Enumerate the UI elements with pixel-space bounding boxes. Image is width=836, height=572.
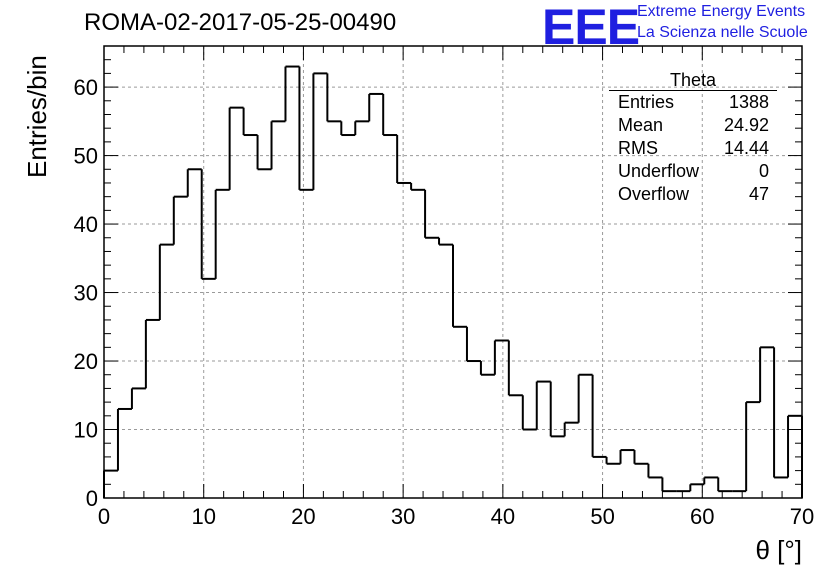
stats-box: Theta Entries 1388 Mean 24.92 RMS 14.44 … xyxy=(609,70,777,206)
tick-marks xyxy=(103,45,803,499)
stats-title: Theta xyxy=(609,70,777,91)
stats-label: Mean xyxy=(618,115,664,135)
eee-logo: EEE xyxy=(542,0,640,55)
x-tick-label: 20 xyxy=(291,504,315,529)
plot-frame xyxy=(103,45,803,499)
stats-value: 24.92 xyxy=(723,115,769,135)
logo-line-1: Extreme Energy Events xyxy=(637,3,806,20)
chart-title: ROMA-02-2017-05-25-00490 xyxy=(84,9,397,36)
x-tick-label: 10 xyxy=(191,504,215,529)
x-axis-label: θ [°] xyxy=(755,535,802,565)
x-tick-label: 40 xyxy=(491,504,515,529)
stats-label: Underflow xyxy=(618,161,700,181)
stats-value: 14.44 xyxy=(723,138,769,158)
y-tick-label: 0 xyxy=(86,486,98,511)
stats-row-entries: Entries 1388 xyxy=(609,91,777,114)
y-axis-label: Entries/bin xyxy=(22,55,52,178)
tick-labels: 0 10 20 30 40 50 60 70 0 10 20 30 40 50 60 xyxy=(74,75,815,529)
stats-row-mean: Mean 24.92 xyxy=(609,114,777,137)
stats-value: 1388 xyxy=(728,92,769,112)
stats-value: 47 xyxy=(748,184,769,204)
y-tick-label: 60 xyxy=(74,75,98,100)
x-tick-label: 60 xyxy=(690,504,714,529)
stats-label: Overflow xyxy=(618,184,690,204)
stats-row-rms: RMS 14.44 xyxy=(609,137,777,160)
y-tick-label: 10 xyxy=(74,418,98,443)
x-tick-label: 0 xyxy=(98,504,110,529)
stats-label: RMS xyxy=(618,138,658,158)
stats-row-underflow: Underflow 0 xyxy=(609,160,777,183)
x-tick-label: 50 xyxy=(590,504,614,529)
x-tick-label: 70 xyxy=(790,504,814,529)
stats-row-overflow: Overflow 47 xyxy=(609,183,777,206)
y-tick-label: 30 xyxy=(74,281,98,306)
y-tick-label: 40 xyxy=(74,212,98,237)
y-tick-label: 50 xyxy=(74,144,98,169)
y-tick-label: 20 xyxy=(74,349,98,374)
stats-label: Entries xyxy=(618,92,675,112)
stats-value: 0 xyxy=(758,161,769,181)
logo-line-2: La Scienza nelle Scuole xyxy=(637,24,808,41)
axes xyxy=(103,45,803,499)
x-tick-label: 30 xyxy=(391,504,415,529)
